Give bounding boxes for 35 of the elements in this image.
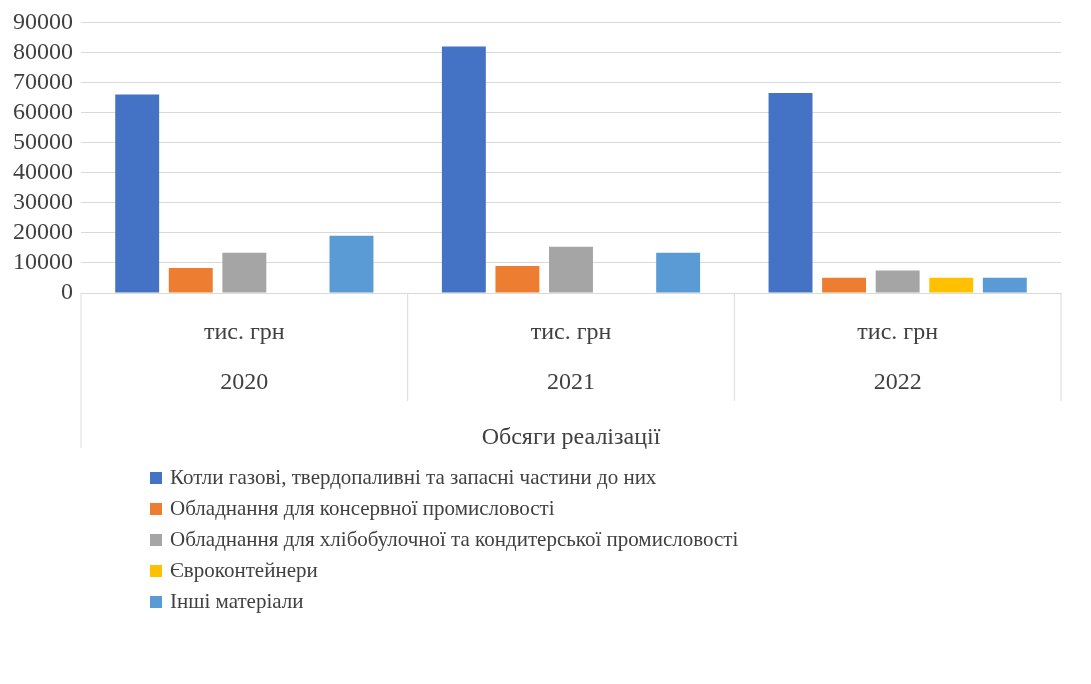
legend-label: Обладнання для консервної промисловості	[170, 496, 555, 521]
x-tick-label: 2020	[220, 368, 269, 395]
y-tick-label: 30000	[13, 188, 73, 215]
x-tick-label: 2021	[547, 368, 595, 395]
text: тис. грн	[857, 318, 939, 345]
bar	[656, 252, 701, 293]
y-tick-label: 60000	[13, 97, 73, 124]
y-tick-label: 0	[61, 278, 73, 305]
x-tick-label: 2022	[873, 368, 922, 395]
bar	[982, 277, 1027, 293]
legend-label: Обладнання для хлібобулочної та кондитерської промисловості	[170, 527, 739, 552]
text: тис. грн	[530, 318, 612, 345]
text: тис. грн	[204, 318, 285, 345]
bar	[329, 235, 374, 293]
bar	[768, 93, 813, 293]
bar	[822, 277, 867, 293]
y-tick-label: 40000	[13, 158, 73, 185]
y-tick-label: 50000	[13, 127, 73, 154]
legend-label: Котли газові, твердопаливні та запасні частини до них	[170, 465, 657, 490]
bar	[929, 277, 974, 293]
bar	[875, 270, 920, 293]
bar	[549, 246, 593, 293]
y-tick-label: 80000	[13, 37, 73, 64]
bar	[115, 94, 160, 293]
bar	[441, 46, 486, 293]
legend-label: Інші матеріали	[170, 589, 304, 614]
bar	[222, 252, 267, 293]
bar	[168, 268, 213, 293]
bar	[495, 265, 540, 293]
x-axis-title: Обсяги реалізації	[481, 423, 661, 450]
y-tick-label: 90000	[13, 7, 73, 34]
y-tick-label: 10000	[13, 248, 73, 275]
y-tick-label: 70000	[13, 67, 73, 94]
y-tick-label: 20000	[13, 218, 73, 245]
legend-label: Євроконтейнери	[170, 558, 318, 583]
